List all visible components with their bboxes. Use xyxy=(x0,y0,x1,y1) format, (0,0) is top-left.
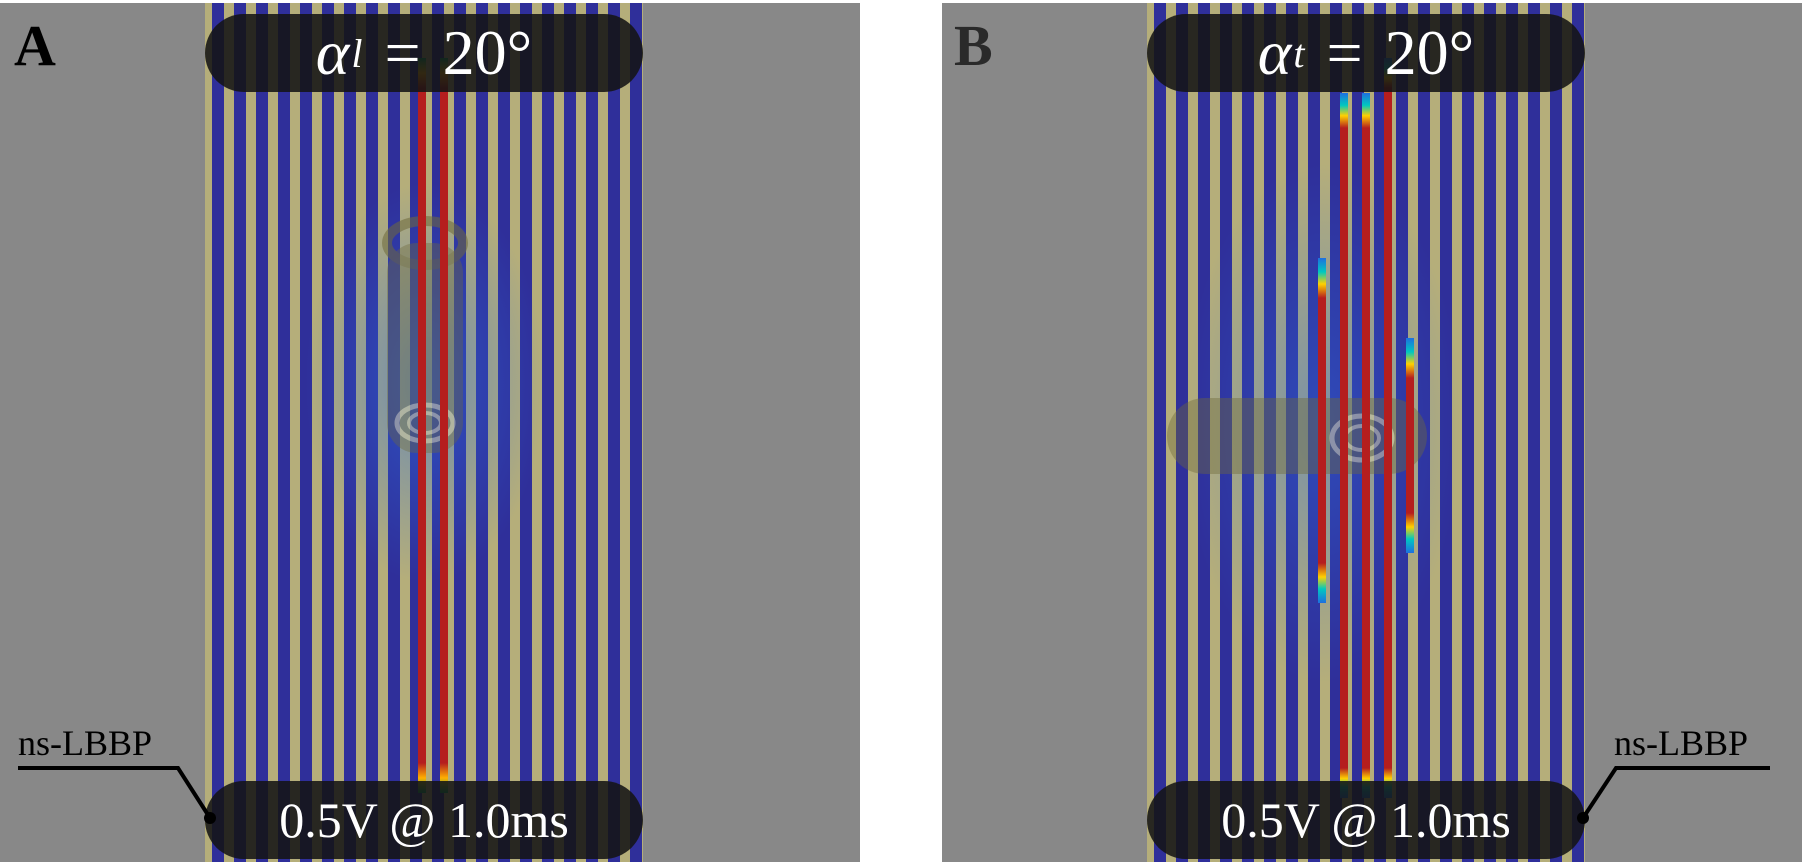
fiber-stripe xyxy=(1528,3,1540,862)
callout-label-b: ns-LBBP xyxy=(1614,723,1749,763)
angle-symbol: α xyxy=(1257,17,1292,88)
angle-subscript: t xyxy=(1293,30,1305,76)
fiber-stripe xyxy=(1154,3,1166,862)
angle-value: 20° xyxy=(442,17,533,88)
activated-fiber-1 xyxy=(1340,123,1348,783)
fiber-stripe xyxy=(608,3,620,862)
panel-label: B xyxy=(954,13,993,78)
angle-symbol: α xyxy=(315,17,350,88)
stimulus-label: 0.5V @ 1.0ms xyxy=(1147,781,1585,859)
angle-equals: = xyxy=(1326,17,1363,88)
fiber-stripe xyxy=(630,3,642,862)
fiber-stripe xyxy=(278,3,290,862)
angle-subscript: l xyxy=(351,30,363,76)
activated-fiber-2 xyxy=(440,83,448,783)
fiber-field-a xyxy=(205,3,643,862)
activated-fiber-2 xyxy=(1362,123,1370,783)
fiber-stripe xyxy=(586,3,598,862)
activated-fiber-4 xyxy=(1318,293,1326,583)
fiber-stripe xyxy=(1572,3,1584,862)
activated-fiber-3 xyxy=(1384,83,1392,783)
fiber-stripe xyxy=(1484,3,1496,862)
fiber-stripe xyxy=(1550,3,1562,862)
fiber-stripe xyxy=(564,3,576,862)
fiber-stripe xyxy=(256,3,268,862)
fiber-stripe xyxy=(1506,3,1518,862)
activated-fiber-1 xyxy=(418,83,426,783)
fiber-stripe xyxy=(1462,3,1474,862)
fiber-stripe xyxy=(212,3,224,862)
fiber-field-b xyxy=(1147,3,1585,862)
stimulus-label: 0.5V @ 1.0ms xyxy=(205,781,643,859)
fiber-stripe xyxy=(300,3,312,862)
fiber-stripe xyxy=(234,3,246,862)
angle-value: 20° xyxy=(1384,17,1475,88)
angle-equals: = xyxy=(384,17,421,88)
fiber-stripe xyxy=(542,3,554,862)
activated-fiber-5 xyxy=(1406,373,1414,523)
callout-label-a: ns-LBBP xyxy=(18,723,153,763)
panel-label: A xyxy=(14,13,56,78)
fiber-stripe xyxy=(1176,3,1188,862)
